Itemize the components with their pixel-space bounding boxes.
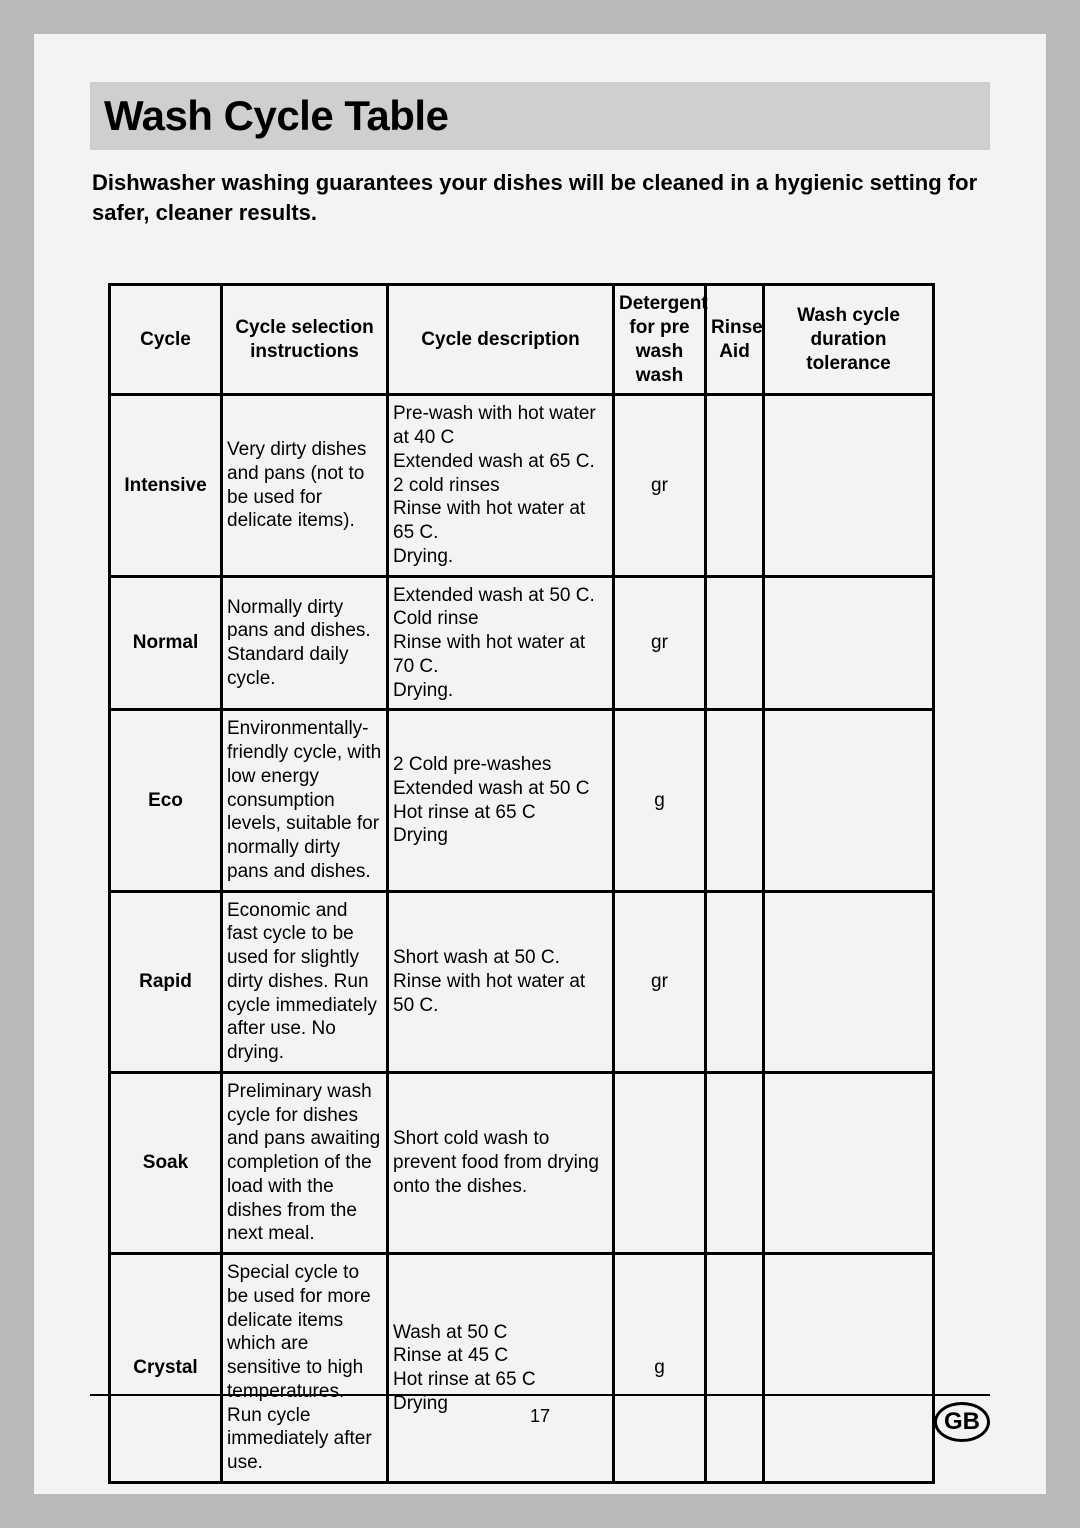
table-row: SoakPreliminary wash cycle for dishes an…	[110, 1072, 934, 1253]
cell-rinse-aid	[706, 576, 764, 710]
cell-detergent: gr	[614, 576, 706, 710]
page-number: 17	[90, 1396, 990, 1427]
page-title: Wash Cycle Table	[104, 92, 976, 140]
cell-cycle-name: Eco	[110, 710, 222, 891]
cell-rinse-aid	[706, 1072, 764, 1253]
cell-detergent	[614, 1072, 706, 1253]
cell-instructions: Preliminary wash cycle for dishes and pa…	[222, 1072, 388, 1253]
table-body: IntensiveVery dirty dishes and pans (not…	[110, 395, 934, 1483]
manual-page: Wash Cycle Table Dishwasher washing guar…	[34, 34, 1046, 1494]
cell-duration	[764, 1072, 934, 1253]
cell-description: Pre-wash with hot water at 40 C Extended…	[388, 395, 614, 576]
table-header-row: Cycle Cycle selection instructions Cycle…	[110, 285, 934, 395]
col-rinse-aid: Rinse Aid	[706, 285, 764, 395]
col-instructions: Cycle selection instructions	[222, 285, 388, 395]
title-bar: Wash Cycle Table	[90, 82, 990, 150]
cell-detergent: gr	[614, 395, 706, 576]
col-description: Cycle description	[388, 285, 614, 395]
cell-rinse-aid	[706, 710, 764, 891]
cell-instructions: Very dirty dishes and pans (not to be us…	[222, 395, 388, 576]
col-duration: Wash cycle duration tolerance	[764, 285, 934, 395]
region-badge: GB	[934, 1402, 990, 1442]
cell-duration	[764, 891, 934, 1072]
table-row: IntensiveVery dirty dishes and pans (not…	[110, 395, 934, 576]
cell-cycle-name: Intensive	[110, 395, 222, 576]
table-row: NormalNormally dirty pans and dishes. St…	[110, 576, 934, 710]
page-footer: 17 GB	[90, 1394, 990, 1454]
col-cycle: Cycle	[110, 285, 222, 395]
cell-cycle-name: Rapid	[110, 891, 222, 1072]
cell-instructions: Normally dirty pans and dishes. Standard…	[222, 576, 388, 710]
table-row: RapidEconomic and fast cycle to be used …	[110, 891, 934, 1072]
cell-rinse-aid	[706, 395, 764, 576]
cell-instructions: Environmentally-friendly cycle, with low…	[222, 710, 388, 891]
cell-description: Short wash at 50 C. Rinse with hot water…	[388, 891, 614, 1072]
cell-description: 2 Cold pre-washes Extended wash at 50 C …	[388, 710, 614, 891]
cell-cycle-name: Soak	[110, 1072, 222, 1253]
cell-description: Extended wash at 50 C. Cold rinse Rinse …	[388, 576, 614, 710]
cell-duration	[764, 710, 934, 891]
page-subtitle: Dishwasher washing guarantees your dishe…	[90, 168, 990, 227]
wash-cycle-table: Cycle Cycle selection instructions Cycle…	[108, 283, 935, 1484]
cell-rinse-aid	[706, 891, 764, 1072]
cell-duration	[764, 576, 934, 710]
cell-duration	[764, 395, 934, 576]
cell-instructions: Economic and fast cycle to be used for s…	[222, 891, 388, 1072]
cell-description: Short cold wash to prevent food from dry…	[388, 1072, 614, 1253]
cell-detergent: gr	[614, 891, 706, 1072]
cell-detergent: g	[614, 710, 706, 891]
col-detergent: Detergent for pre wash wash	[614, 285, 706, 395]
cell-cycle-name: Normal	[110, 576, 222, 710]
table-row: EcoEnvironmentally-friendly cycle, with …	[110, 710, 934, 891]
